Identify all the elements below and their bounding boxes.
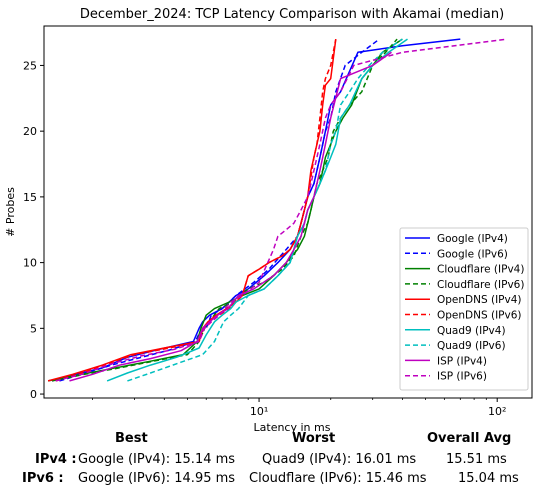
y-tick-label: 5: [30, 322, 37, 335]
legend: Google (IPv4) Google (IPv6) Cloudflare (IP…: [399, 227, 529, 391]
latency-chart: December_2024: TCP Latency Comparison wi…: [4, 7, 533, 432]
stats-row-label: IPv4 :: [35, 452, 77, 467]
x-tick-label: 10²: [488, 405, 506, 418]
legend-label: OpenDNS (IPv4): [437, 294, 522, 306]
legend-label: OpenDNS (IPv6): [437, 310, 522, 322]
stats-worst-value: Cloudflare (IPv6): 15.46 ms: [249, 471, 427, 486]
legend-label: Google (IPv4): [437, 233, 508, 245]
y-tick-label: 20: [23, 125, 37, 138]
series-line-9: [55, 38, 508, 382]
x-axis-label: Latency in ms: [254, 421, 331, 432]
legend-label: Google (IPv6): [437, 248, 508, 260]
series-line-3: [51, 38, 398, 382]
series-layer: [47, 38, 508, 382]
y-axis-label: # Probes: [4, 187, 17, 237]
y-axis: 0 5 10 15 20 25: [23, 59, 44, 401]
chart-title: December_2024: TCP Latency Comparison wi…: [80, 7, 504, 22]
legend-box: [399, 227, 529, 391]
legend-label: Quad9 (IPv6): [437, 340, 506, 352]
series-line-8: [69, 51, 392, 382]
legend-label: ISP (IPv6): [437, 371, 487, 383]
x-tick-label: 10¹: [250, 405, 268, 418]
stats-best-value: Google (IPv6): 14.95 ms: [78, 471, 236, 486]
stats-header-avg: Overall Avg: [427, 431, 512, 446]
series-line-1: [59, 38, 380, 382]
legend-label: ISP (IPv4): [437, 355, 487, 367]
stats-avg-value: 15.51 ms: [446, 452, 507, 467]
y-tick-label: 15: [23, 191, 37, 204]
legend-label: Cloudflare (IPv6): [437, 279, 524, 291]
legend-label: Quad9 (IPv4): [437, 325, 506, 337]
legend-label: Cloudflare (IPv4): [437, 264, 524, 276]
x-axis: 10¹ 10²: [92, 398, 506, 418]
series-line-2: [47, 38, 403, 382]
series-line-7: [127, 38, 403, 382]
plot-frame: [43, 25, 533, 399]
stats-worst-value: Quad9 (IPv4): 16.01 ms: [262, 452, 417, 467]
stats-avg-value: 15.04 ms: [458, 471, 519, 486]
stats-header-worst: Worst: [292, 431, 336, 446]
series-line-5: [55, 38, 337, 382]
y-tick-label: 25: [23, 59, 37, 72]
stats-row-label: IPv6 :: [22, 471, 64, 486]
stats-header-best: Best: [115, 431, 148, 446]
stats-best-value: Google (IPv4): 15.14 ms: [78, 452, 236, 467]
y-tick-label: 10: [23, 257, 37, 270]
y-tick-label: 0: [30, 388, 37, 401]
series-line-0: [51, 38, 461, 382]
series-line-4: [47, 39, 337, 382]
